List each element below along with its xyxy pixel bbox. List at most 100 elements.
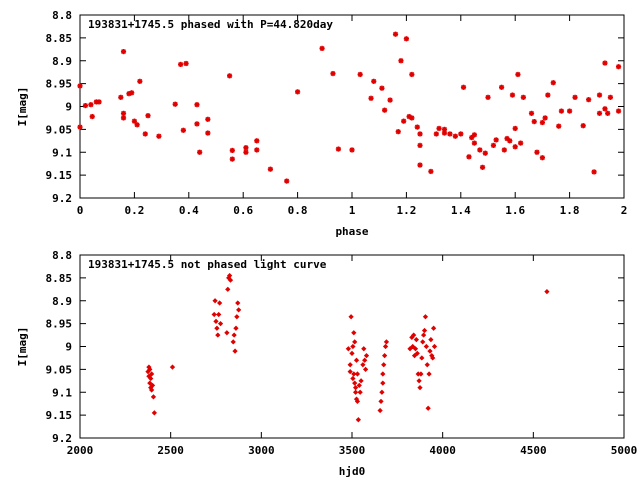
data-point	[354, 371, 361, 377]
data-point	[518, 140, 524, 146]
data-point	[382, 343, 389, 350]
data-point	[417, 131, 423, 137]
data-point	[428, 168, 434, 175]
data-point	[507, 138, 513, 144]
x-tick-label: 2000	[67, 444, 94, 457]
data-point	[194, 121, 200, 127]
data-point	[591, 169, 597, 175]
data-point	[232, 348, 238, 354]
data-point	[214, 325, 220, 331]
data-point	[230, 339, 236, 345]
plot-frame	[79, 14, 625, 199]
data-point	[381, 362, 387, 368]
data-point	[392, 31, 399, 37]
data-point	[349, 350, 355, 356]
x-tick-label: 1.6	[505, 204, 525, 217]
data-point	[433, 131, 439, 137]
x-tick-label: 2500	[157, 444, 184, 457]
data-point	[410, 343, 416, 350]
data-point	[545, 92, 551, 98]
y-tick-label: 8.9	[52, 295, 72, 308]
data-point	[350, 343, 356, 350]
data-point	[605, 110, 611, 116]
data-point	[362, 366, 369, 372]
data-point	[349, 147, 355, 153]
data-point	[409, 71, 415, 78]
y-tick-label: 9	[65, 101, 72, 114]
data-point	[414, 350, 420, 356]
y-tick-label: 9.05	[46, 123, 73, 136]
data-point	[194, 102, 200, 108]
data-point	[352, 339, 358, 345]
data-point	[142, 131, 148, 137]
data-point	[360, 362, 366, 368]
data-point	[428, 337, 434, 343]
data-point	[430, 355, 436, 361]
data-point	[469, 135, 475, 141]
data-point	[420, 339, 426, 345]
data-point	[531, 118, 537, 125]
data-point	[118, 94, 124, 100]
data-point	[409, 115, 415, 121]
data-point	[417, 142, 423, 148]
x-tick-label: 1.4	[451, 204, 471, 217]
data-point	[148, 375, 154, 382]
data-point	[382, 107, 388, 113]
data-point	[482, 150, 488, 156]
data-point	[460, 84, 467, 90]
y-tick-label: 8.8	[52, 249, 72, 262]
data-point	[407, 346, 413, 352]
data-point	[379, 85, 385, 91]
data-point	[417, 385, 423, 391]
data-point	[424, 362, 430, 368]
x-tick-label: 2	[621, 204, 628, 217]
data-point	[501, 147, 507, 153]
data-point	[243, 145, 249, 151]
data-point	[447, 131, 453, 137]
data-point	[419, 355, 425, 361]
data-point	[229, 156, 235, 162]
y-tick-label: 9.2	[52, 432, 72, 445]
data-point	[403, 36, 409, 42]
x-axis-label: hjd0	[339, 465, 366, 478]
y-tick-label: 8.95	[46, 78, 73, 91]
data-point	[421, 332, 427, 338]
y-tick-label: 9.1	[52, 386, 72, 399]
x-tick-label: 0.8	[288, 204, 308, 217]
data-point	[512, 144, 518, 150]
data-point	[380, 371, 386, 377]
data-point	[348, 314, 354, 320]
data-point	[295, 89, 301, 95]
data-point	[172, 101, 178, 107]
data-point	[180, 127, 186, 133]
data-point	[520, 94, 526, 100]
data-point	[169, 364, 176, 370]
x-axis-label: phase	[335, 225, 368, 238]
data-point	[149, 387, 155, 393]
data-point	[96, 99, 102, 105]
data-point	[378, 398, 384, 405]
data-point	[458, 131, 464, 137]
data-point	[379, 389, 385, 395]
data-point	[215, 332, 221, 338]
data-point	[226, 272, 233, 279]
y-tick-label: 8.95	[46, 318, 73, 331]
x-tick-label: 4500	[520, 444, 547, 457]
x-tick-label: 1.8	[560, 204, 580, 217]
data-point	[558, 108, 565, 114]
data-point	[212, 298, 218, 304]
data-point	[120, 110, 127, 116]
y-tick-label: 9.2	[52, 192, 72, 205]
data-point	[347, 369, 353, 375]
data-point	[596, 110, 603, 116]
data-point	[534, 149, 540, 155]
data-point	[330, 70, 336, 77]
data-point	[82, 102, 89, 109]
data-point	[493, 137, 499, 143]
data-point	[129, 90, 135, 96]
x-tick-label: 5000	[611, 444, 638, 457]
data-point	[217, 300, 223, 306]
data-point	[254, 147, 260, 153]
data-point	[471, 132, 477, 138]
